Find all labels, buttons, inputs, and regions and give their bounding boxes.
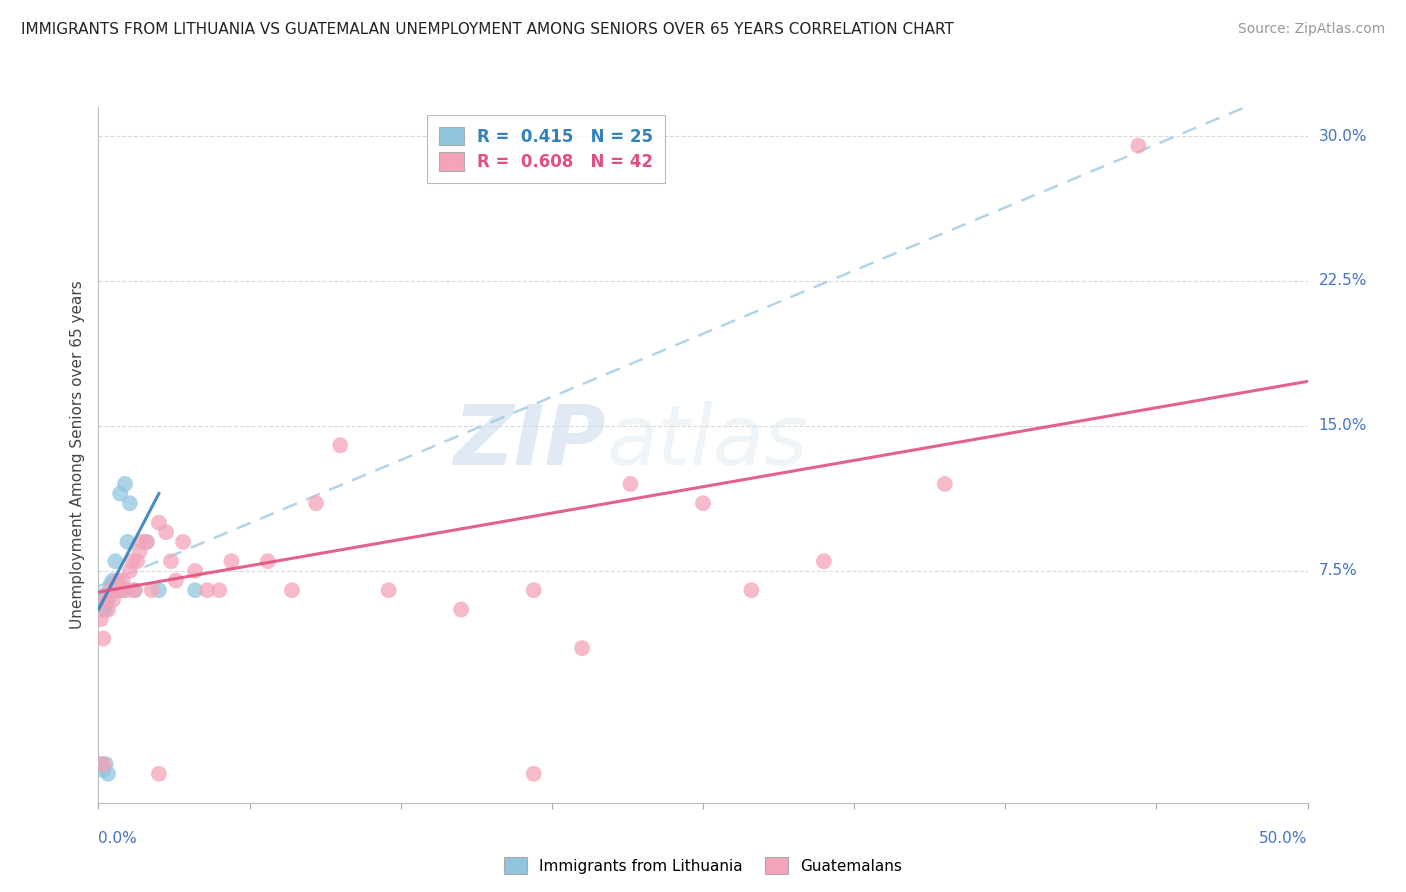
Point: [1128, 138, 1150, 153]
Point: [90, 612, 112, 626]
Point: [118, 564, 141, 578]
Point: [101, 592, 124, 607]
Point: [97, 587, 120, 601]
Point: [108, 583, 131, 598]
Point: [329, 438, 352, 452]
Point: [619, 477, 641, 491]
Point: [450, 602, 472, 616]
Point: [127, 554, 149, 568]
Point: [155, 525, 177, 540]
Point: [121, 554, 143, 568]
Point: [90, 592, 112, 607]
Point: [934, 477, 956, 491]
Point: [94, 592, 117, 607]
Point: [101, 574, 124, 588]
Point: [94, 587, 117, 601]
Text: ZIP: ZIP: [454, 401, 606, 482]
Point: [104, 583, 127, 598]
Point: [523, 583, 546, 598]
Text: 15.0%: 15.0%: [1319, 418, 1367, 434]
Point: [91, 592, 114, 607]
Point: [104, 554, 127, 568]
Point: [124, 583, 146, 598]
Point: [97, 592, 120, 607]
Point: [97, 602, 120, 616]
Point: [160, 554, 183, 568]
Point: [305, 496, 328, 510]
Y-axis label: Unemployment Among Seniors over 65 years: Unemployment Among Seniors over 65 years: [70, 281, 86, 629]
Point: [571, 641, 593, 656]
Point: [208, 583, 231, 598]
Point: [111, 583, 134, 598]
Point: [94, 597, 117, 611]
Point: [108, 583, 131, 598]
Point: [114, 477, 136, 491]
Point: [165, 574, 187, 588]
Point: [184, 564, 207, 578]
Point: [148, 516, 170, 530]
Text: atlas: atlas: [606, 401, 808, 482]
Point: [377, 583, 399, 598]
Point: [135, 535, 157, 549]
Point: [91, 763, 114, 777]
Point: [195, 583, 218, 598]
Point: [128, 544, 150, 558]
Legend: Immigrants from Lithuania, Guatemalans: Immigrants from Lithuania, Guatemalans: [498, 851, 908, 880]
Point: [131, 535, 153, 549]
Text: 7.5%: 7.5%: [1319, 564, 1357, 578]
Text: 0.0%: 0.0%: [98, 831, 138, 846]
Point: [94, 757, 117, 772]
Point: [101, 583, 124, 598]
Point: [117, 583, 139, 598]
Point: [91, 602, 114, 616]
Point: [148, 766, 170, 781]
Text: IMMIGRANTS FROM LITHUANIA VS GUATEMALAN UNEMPLOYMENT AMONG SENIORS OVER 65 YEARS: IMMIGRANTS FROM LITHUANIA VS GUATEMALAN …: [21, 22, 953, 37]
Text: 50.0%: 50.0%: [1260, 831, 1308, 846]
Point: [118, 496, 141, 510]
Point: [90, 757, 112, 772]
Text: 30.0%: 30.0%: [1319, 128, 1367, 144]
Point: [281, 583, 304, 598]
Point: [100, 577, 122, 591]
Point: [97, 766, 120, 781]
Point: [148, 583, 170, 598]
Point: [740, 583, 762, 598]
Point: [90, 602, 112, 616]
Point: [221, 554, 243, 568]
Legend: R =  0.415   N = 25, R =  0.608   N = 42: R = 0.415 N = 25, R = 0.608 N = 42: [427, 115, 665, 183]
Point: [172, 535, 194, 549]
Point: [692, 496, 714, 510]
Point: [184, 583, 207, 598]
Point: [135, 535, 157, 549]
Point: [100, 583, 122, 598]
Point: [94, 602, 117, 616]
Text: 22.5%: 22.5%: [1319, 274, 1367, 288]
Point: [523, 766, 546, 781]
Point: [813, 554, 835, 568]
Point: [107, 583, 129, 598]
Point: [256, 554, 278, 568]
Point: [111, 574, 134, 588]
Point: [107, 574, 129, 588]
Point: [124, 583, 146, 598]
Point: [100, 583, 122, 598]
Text: Source: ZipAtlas.com: Source: ZipAtlas.com: [1237, 22, 1385, 37]
Point: [91, 632, 114, 646]
Point: [117, 535, 139, 549]
Point: [108, 486, 131, 500]
Point: [141, 583, 163, 598]
Point: [91, 757, 114, 772]
